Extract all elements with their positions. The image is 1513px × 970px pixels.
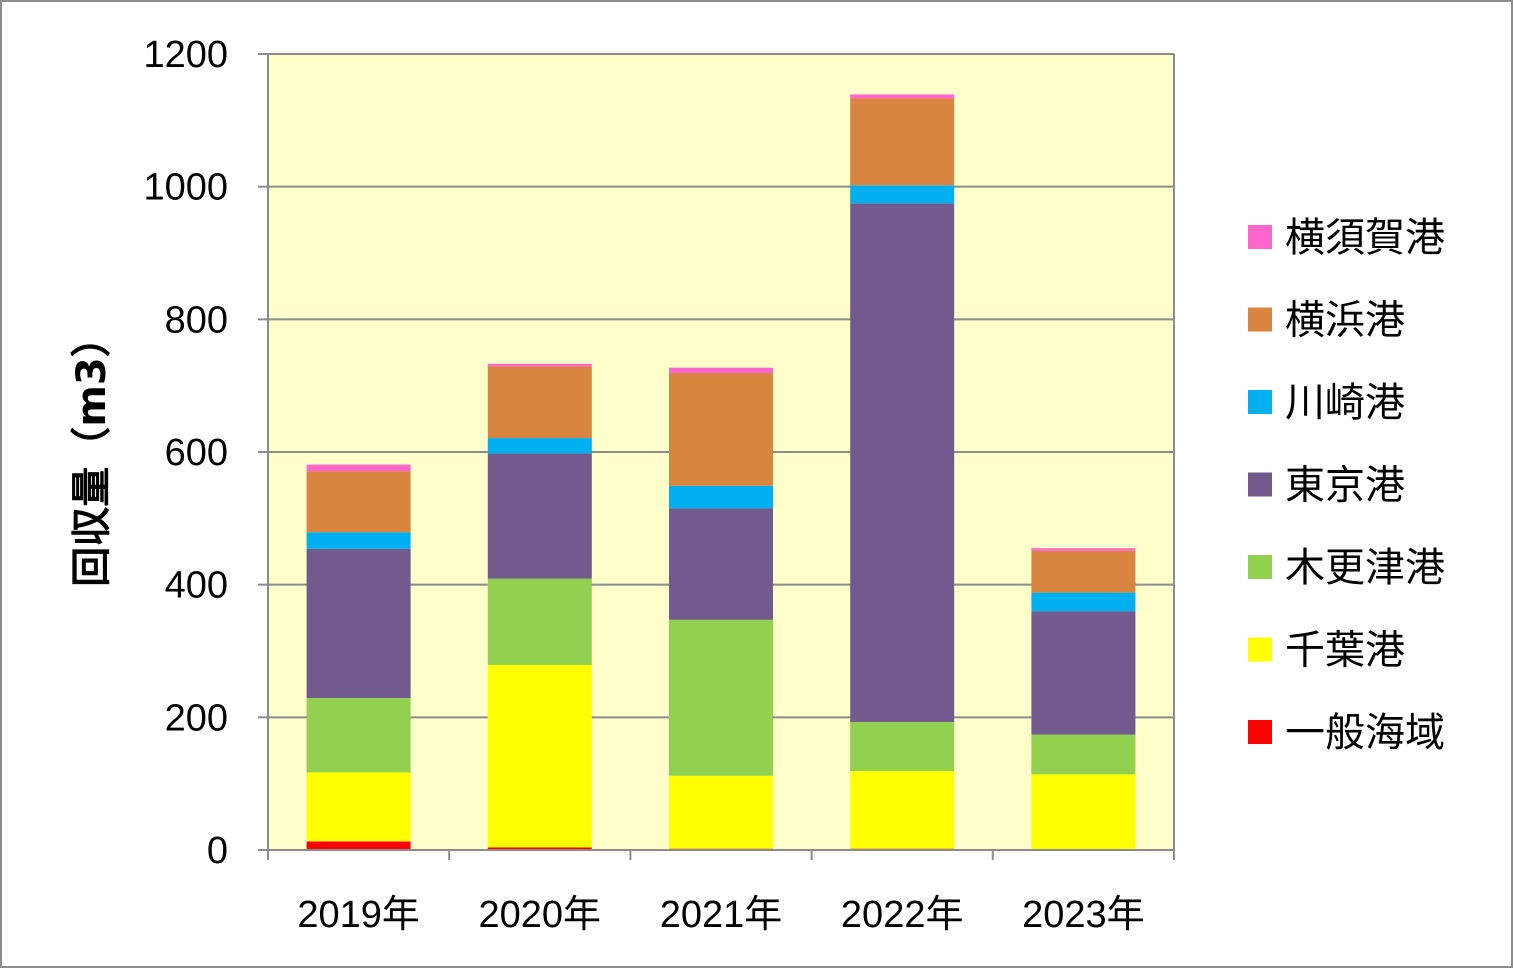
- bar-segment: [487, 438, 592, 454]
- bar-segment: [306, 464, 411, 472]
- bar-segment: [1031, 774, 1136, 850]
- legend-swatch: [1248, 225, 1272, 249]
- legend-label: 横浜港: [1285, 298, 1405, 344]
- bar-segment: [669, 485, 773, 509]
- bar-segment: [850, 721, 955, 772]
- y-axis-label: 回収量（m3）: [69, 317, 115, 587]
- bar-segment: [487, 664, 592, 848]
- bar-segment: [306, 698, 411, 773]
- bar-segment: [1031, 548, 1136, 551]
- bar-segment: [850, 98, 955, 186]
- bar-segment: [306, 548, 411, 699]
- bar-segment: [1031, 592, 1136, 612]
- legend-label: 横須賀港: [1285, 215, 1445, 261]
- legend-label: 東京港: [1285, 463, 1405, 509]
- legend-swatch: [1248, 637, 1272, 662]
- bar-segment: [306, 471, 411, 533]
- bar-segment: [850, 771, 955, 849]
- bar-segment: [850, 94, 955, 99]
- bar-segment: [487, 453, 592, 579]
- bar-segment: [487, 366, 592, 439]
- y-tick-label: 1000: [143, 167, 228, 209]
- y-tick-label: 600: [165, 432, 228, 474]
- bar-segment: [669, 508, 773, 620]
- bar-segment: [306, 772, 411, 842]
- legend-swatch: [1248, 307, 1272, 332]
- bar-segment: [850, 203, 955, 722]
- legend-swatch: [1248, 555, 1272, 579]
- bars: [306, 94, 1136, 850]
- x-tick-label: 2019年: [297, 894, 420, 936]
- bar-segment: [306, 532, 411, 549]
- bar-segment: [669, 619, 773, 776]
- legend-swatch: [1248, 390, 1272, 414]
- y-tick-label: 800: [165, 299, 228, 341]
- bar-segment: [487, 363, 592, 367]
- axes: [258, 54, 1175, 860]
- bar-segment: [669, 373, 773, 486]
- y-tick-labels: 0 200 400 600 800 1000 1200: [143, 34, 228, 872]
- legend-label: 一般海域: [1285, 710, 1445, 756]
- x-tick-label: 2022年: [841, 894, 964, 936]
- y-tick-label: 1200: [143, 34, 228, 76]
- bar-segment: [669, 367, 773, 374]
- y-tick-label: 200: [165, 697, 228, 739]
- bar-segment: [1031, 611, 1136, 735]
- bar-segment: [669, 775, 773, 849]
- legend-swatch: [1248, 472, 1272, 497]
- bar-segment: [487, 847, 592, 850]
- y-tick-label: 400: [165, 565, 228, 607]
- bar-segment: [487, 578, 592, 665]
- y-tick-label: 0: [207, 830, 228, 872]
- legend-label: 川崎港: [1285, 380, 1405, 426]
- bar-segment: [1031, 550, 1136, 593]
- bar-segment: [850, 185, 955, 204]
- legend-swatch: [1248, 720, 1272, 744]
- x-tick-label: 2020年: [479, 894, 602, 936]
- legend-label: 千葉港: [1285, 628, 1405, 674]
- x-tick-label: 2021年: [660, 894, 783, 936]
- legend-label: 木更津港: [1285, 545, 1445, 591]
- bar-segment: [1031, 734, 1136, 775]
- x-tick-label: 2023年: [1022, 894, 1145, 936]
- x-tick-labels: 2019年 2020年 2021年 2022年 2023年: [297, 894, 1144, 936]
- bar-segment: [306, 841, 411, 850]
